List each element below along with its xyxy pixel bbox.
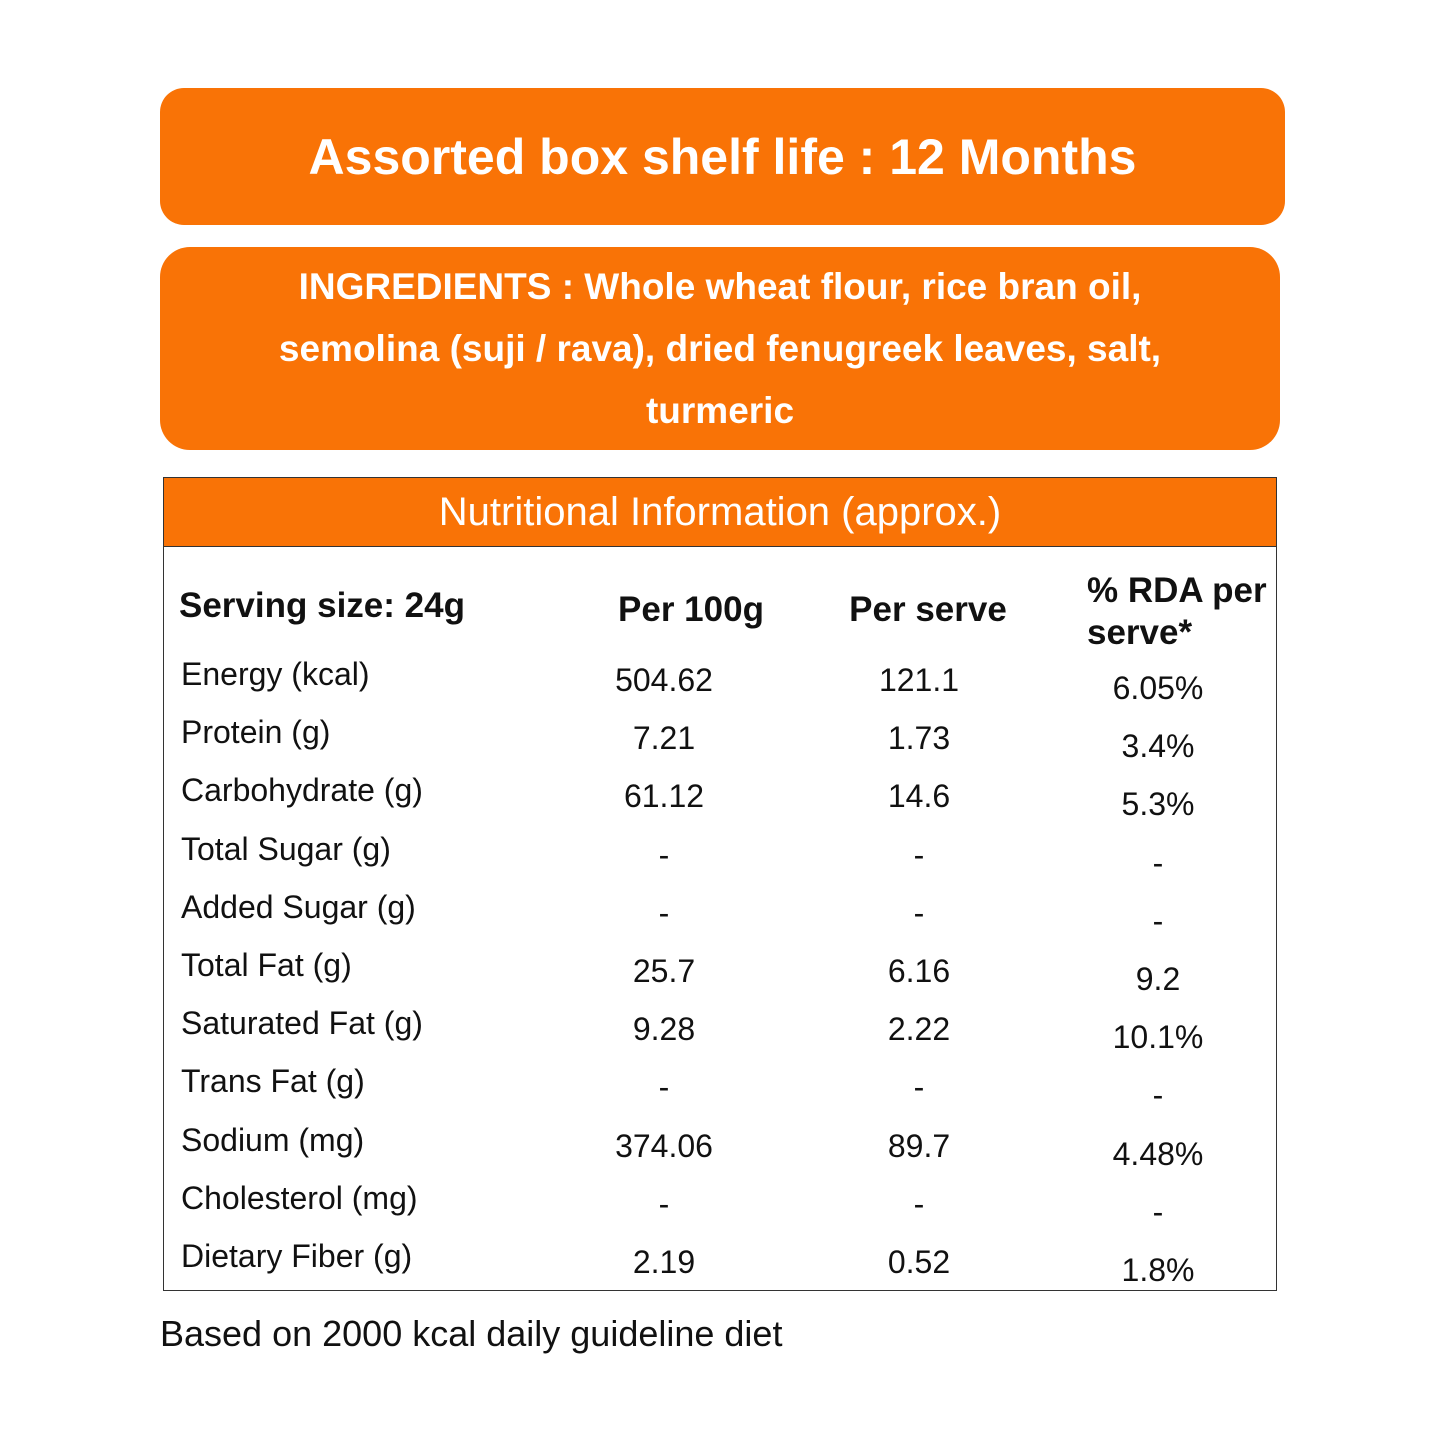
cell-value: 10.1% — [1112, 1019, 1204, 1056]
cell-value: 3.4% — [1121, 728, 1195, 765]
cell-value: 7.21 — [632, 720, 696, 757]
cell-value: - — [1152, 1193, 1164, 1230]
row-label: Cholesterol (mg) — [181, 1179, 418, 1216]
column-header: % RDA per serve* — [1087, 571, 1267, 652]
cell-value: 9.2 — [1135, 961, 1181, 997]
cell-value: - — [658, 894, 670, 931]
row-label: Saturated Fat (g) — [181, 1005, 423, 1042]
cell-value: 0.52 — [887, 1244, 951, 1280]
row-label: Total Sugar (g) — [181, 830, 391, 867]
row-label: Dietary Fiber (g) — [181, 1238, 413, 1274]
cell-value: - — [913, 894, 925, 931]
column-header: Per serve — [849, 590, 1007, 629]
cell-value: 2.22 — [887, 1011, 951, 1048]
cell-value: - — [913, 1069, 925, 1106]
cell-value: - — [1152, 902, 1164, 939]
ingredients-banner: INGREDIENTS : Whole wheat flour, rice br… — [160, 247, 1280, 450]
row-label: Total Fat (g) — [181, 947, 352, 983]
table-title: Nutritional Information (approx.) — [164, 478, 1276, 547]
cell-value: - — [913, 1185, 925, 1222]
cell-value: - — [1152, 1077, 1164, 1114]
cell-value: 5.3% — [1121, 786, 1195, 823]
footnote: Based on 2000 kcal daily guideline diet — [160, 1313, 783, 1354]
column-header: Serving size: 24g — [179, 586, 465, 625]
cell-value: 25.7 — [632, 953, 696, 989]
cell-value: - — [658, 836, 670, 873]
cell-value: 504.62 — [615, 662, 713, 698]
ingredients-text: INGREDIENTS : Whole wheat flour, rice br… — [278, 265, 1162, 431]
cell-value: 2.19 — [632, 1244, 696, 1280]
shelf-life-banner: Assorted box shelf life : 12 Months — [160, 88, 1285, 225]
cell-value: 89.7 — [887, 1127, 951, 1164]
cell-value: 9.28 — [632, 1011, 696, 1048]
column-header: Per 100g — [618, 590, 764, 629]
row-label: Added Sugar (g) — [181, 888, 416, 925]
cell-value: 4.48% — [1112, 1135, 1204, 1172]
row-label: Protein (g) — [181, 714, 331, 751]
cell-value: 1.73 — [887, 720, 951, 757]
cell-value: 1.8% — [1121, 1252, 1195, 1288]
cell-value: - — [913, 836, 925, 873]
cell-value: 14.6 — [887, 778, 951, 815]
row-label: Energy (kcal) — [181, 656, 370, 692]
cell-value: - — [658, 1185, 670, 1222]
nutrition-table: Nutritional Information (approx.) Servin… — [163, 477, 1277, 1291]
cell-value: - — [658, 1069, 670, 1106]
row-label: Carbohydrate (g) — [181, 772, 423, 809]
cell-value: - — [1152, 844, 1164, 881]
cell-value: 121.1 — [878, 662, 960, 698]
shelf-life-text: Assorted box shelf life : 12 Months — [308, 128, 1137, 185]
cell-value: 6.16 — [887, 953, 951, 989]
cell-value: 6.05% — [1112, 670, 1204, 706]
cell-value: 61.12 — [623, 778, 705, 815]
cell-value: 374.06 — [615, 1127, 713, 1164]
row-label: Trans Fat (g) — [181, 1063, 365, 1100]
row-label: Sodium (mg) — [181, 1121, 365, 1158]
